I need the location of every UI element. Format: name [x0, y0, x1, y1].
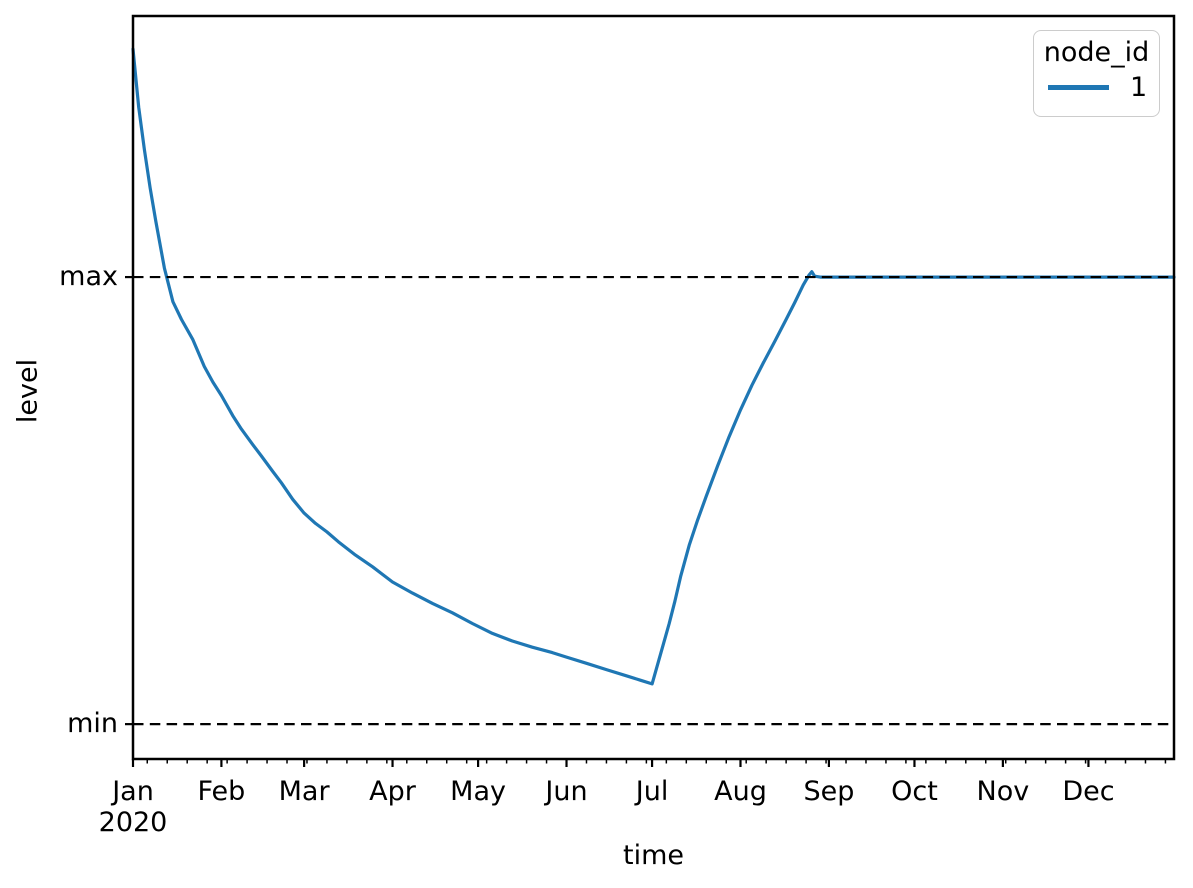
x-tick-label-jul: Jul — [634, 776, 669, 807]
x-tick-year-label: 2020 — [99, 807, 168, 838]
legend-entry-label: 1 — [1130, 72, 1148, 103]
y-axis-title: level — [12, 358, 44, 424]
x-tick-label-feb: Feb — [198, 776, 246, 807]
x-tick-label-sep: Sep — [803, 776, 854, 807]
series-line-node-1 — [131, 47, 1176, 686]
legend-box: node_id 1 — [1033, 30, 1160, 117]
x-tick-label-nov: Nov — [977, 776, 1030, 807]
x-tick-label-aug: Aug — [714, 776, 767, 807]
x-tick-label-dec: Dec — [1062, 776, 1114, 807]
plot-border — [131, 14, 1176, 761]
x-tick-label-mar: Mar — [279, 776, 331, 807]
legend-title: node_id — [1043, 37, 1150, 68]
legend-line-swatch — [1048, 85, 1109, 90]
x-tick-label-jun: Jun — [543, 776, 587, 807]
x-tick-label-apr: Apr — [369, 776, 417, 807]
x-tick-label-oct: Oct — [891, 776, 938, 807]
y-tick-label-max: max — [59, 261, 118, 292]
legend-entry: 1 — [1034, 74, 1159, 101]
x-tick-label-may: May — [450, 776, 506, 807]
y-tick-label-min: min — [67, 708, 118, 739]
x-axis-title: time — [622, 840, 684, 871]
x-tick-label-jan: Jan — [110, 776, 154, 807]
